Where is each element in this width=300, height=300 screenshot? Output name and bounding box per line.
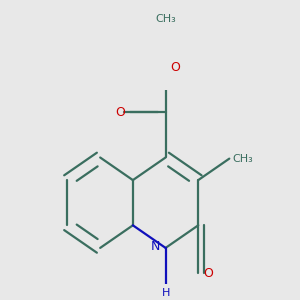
Text: O: O [170, 61, 180, 74]
Text: O: O [115, 106, 125, 119]
Text: CH₃: CH₃ [155, 14, 176, 24]
Text: CH₃: CH₃ [233, 154, 254, 164]
Text: H: H [161, 288, 170, 298]
Text: O: O [203, 267, 213, 280]
Text: N: N [151, 240, 160, 254]
